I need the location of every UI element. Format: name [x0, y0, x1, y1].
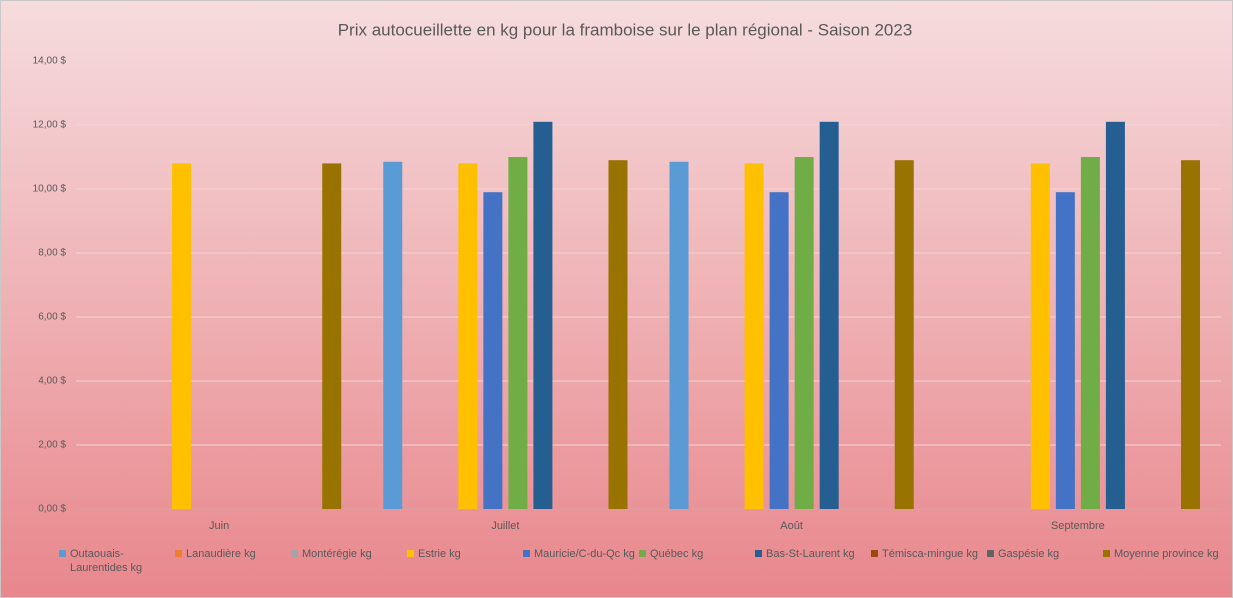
legend-item: Québec kg: [639, 547, 755, 575]
bar: [669, 161, 689, 510]
legend-label: Outaouais-Laurentides kg: [70, 548, 143, 574]
y-tick-label: 6,00 $: [38, 312, 66, 323]
bar: [769, 192, 789, 509]
legend-item: Gaspésie kg: [987, 547, 1103, 575]
legend-label: Montérégie kg: [302, 548, 372, 560]
y-tick-label: 4,00 $: [38, 376, 66, 387]
bar: [1180, 160, 1200, 509]
legend-label: Québec kg: [650, 548, 704, 560]
legend-item: Montérégie kg: [291, 547, 407, 575]
bar: [744, 163, 764, 509]
y-tick-label: 12,00 $: [33, 120, 67, 131]
legend-swatch: [59, 550, 66, 557]
y-tick-label: 14,00 $: [33, 56, 67, 67]
legend-swatch: [1103, 550, 1110, 557]
bar: [483, 192, 503, 509]
legend-item: Estrie kg: [407, 547, 523, 575]
legend-label: Estrie kg: [418, 548, 461, 560]
legend-label: Bas-St-Laurent kg: [766, 548, 855, 560]
bar: [533, 121, 553, 510]
legend-label: Gaspésie kg: [998, 548, 1060, 560]
legend-swatch: [987, 550, 994, 557]
y-tick-label: 0,00 $: [38, 504, 66, 515]
legend-swatch: [407, 550, 414, 557]
legend-item: Lanaudière kg: [175, 547, 291, 575]
y-tick-label: 10,00 $: [33, 184, 67, 195]
legend-swatch: [871, 550, 878, 557]
bar: [819, 121, 839, 510]
legend-swatch: [639, 550, 646, 557]
x-tick-label: Juillet: [491, 520, 519, 532]
x-tick-label: Juin: [209, 520, 229, 532]
bar: [894, 160, 914, 509]
bar: [608, 160, 628, 509]
bar: [794, 157, 814, 509]
legend-swatch: [755, 550, 762, 557]
bar: [1105, 121, 1125, 510]
y-tick-label: 2,00 $: [38, 440, 66, 451]
bar: [458, 163, 478, 509]
y-tick-label: 8,00 $: [38, 248, 66, 259]
legend-item: Mauricie/C-du-Qc kg: [523, 547, 639, 575]
legend-swatch: [523, 550, 530, 557]
bar: [1080, 157, 1100, 509]
x-tick-label: Août: [780, 520, 803, 532]
legend-label: Mauricie/C-du-Qc kg: [534, 548, 635, 560]
legend: Outaouais-Laurentides kg Lanaudière kg Mon…: [59, 547, 1219, 575]
bar: [172, 163, 192, 509]
legend-swatch: [291, 550, 298, 557]
bar: [508, 157, 528, 509]
legend-item: Moyenne province kg: [1103, 547, 1219, 575]
legend-swatch: [175, 550, 182, 557]
bar: [1030, 163, 1050, 509]
legend-item: Outaouais-Laurentides kg: [59, 547, 175, 575]
bar: [322, 163, 342, 509]
x-tick-label: Septembre: [1051, 520, 1105, 532]
legend-item: Témisca-mingue kg: [871, 547, 987, 575]
chart-title: Prix autocueillette en kg pour la frambo…: [338, 20, 913, 39]
legend-label: Témisca-mingue kg: [882, 548, 978, 560]
bar: [383, 161, 403, 510]
bar: [1055, 192, 1075, 509]
legend-item: Bas-St-Laurent kg: [755, 547, 871, 575]
legend-label: Moyenne province kg: [1114, 548, 1219, 560]
legend-label: Lanaudière kg: [186, 548, 256, 560]
